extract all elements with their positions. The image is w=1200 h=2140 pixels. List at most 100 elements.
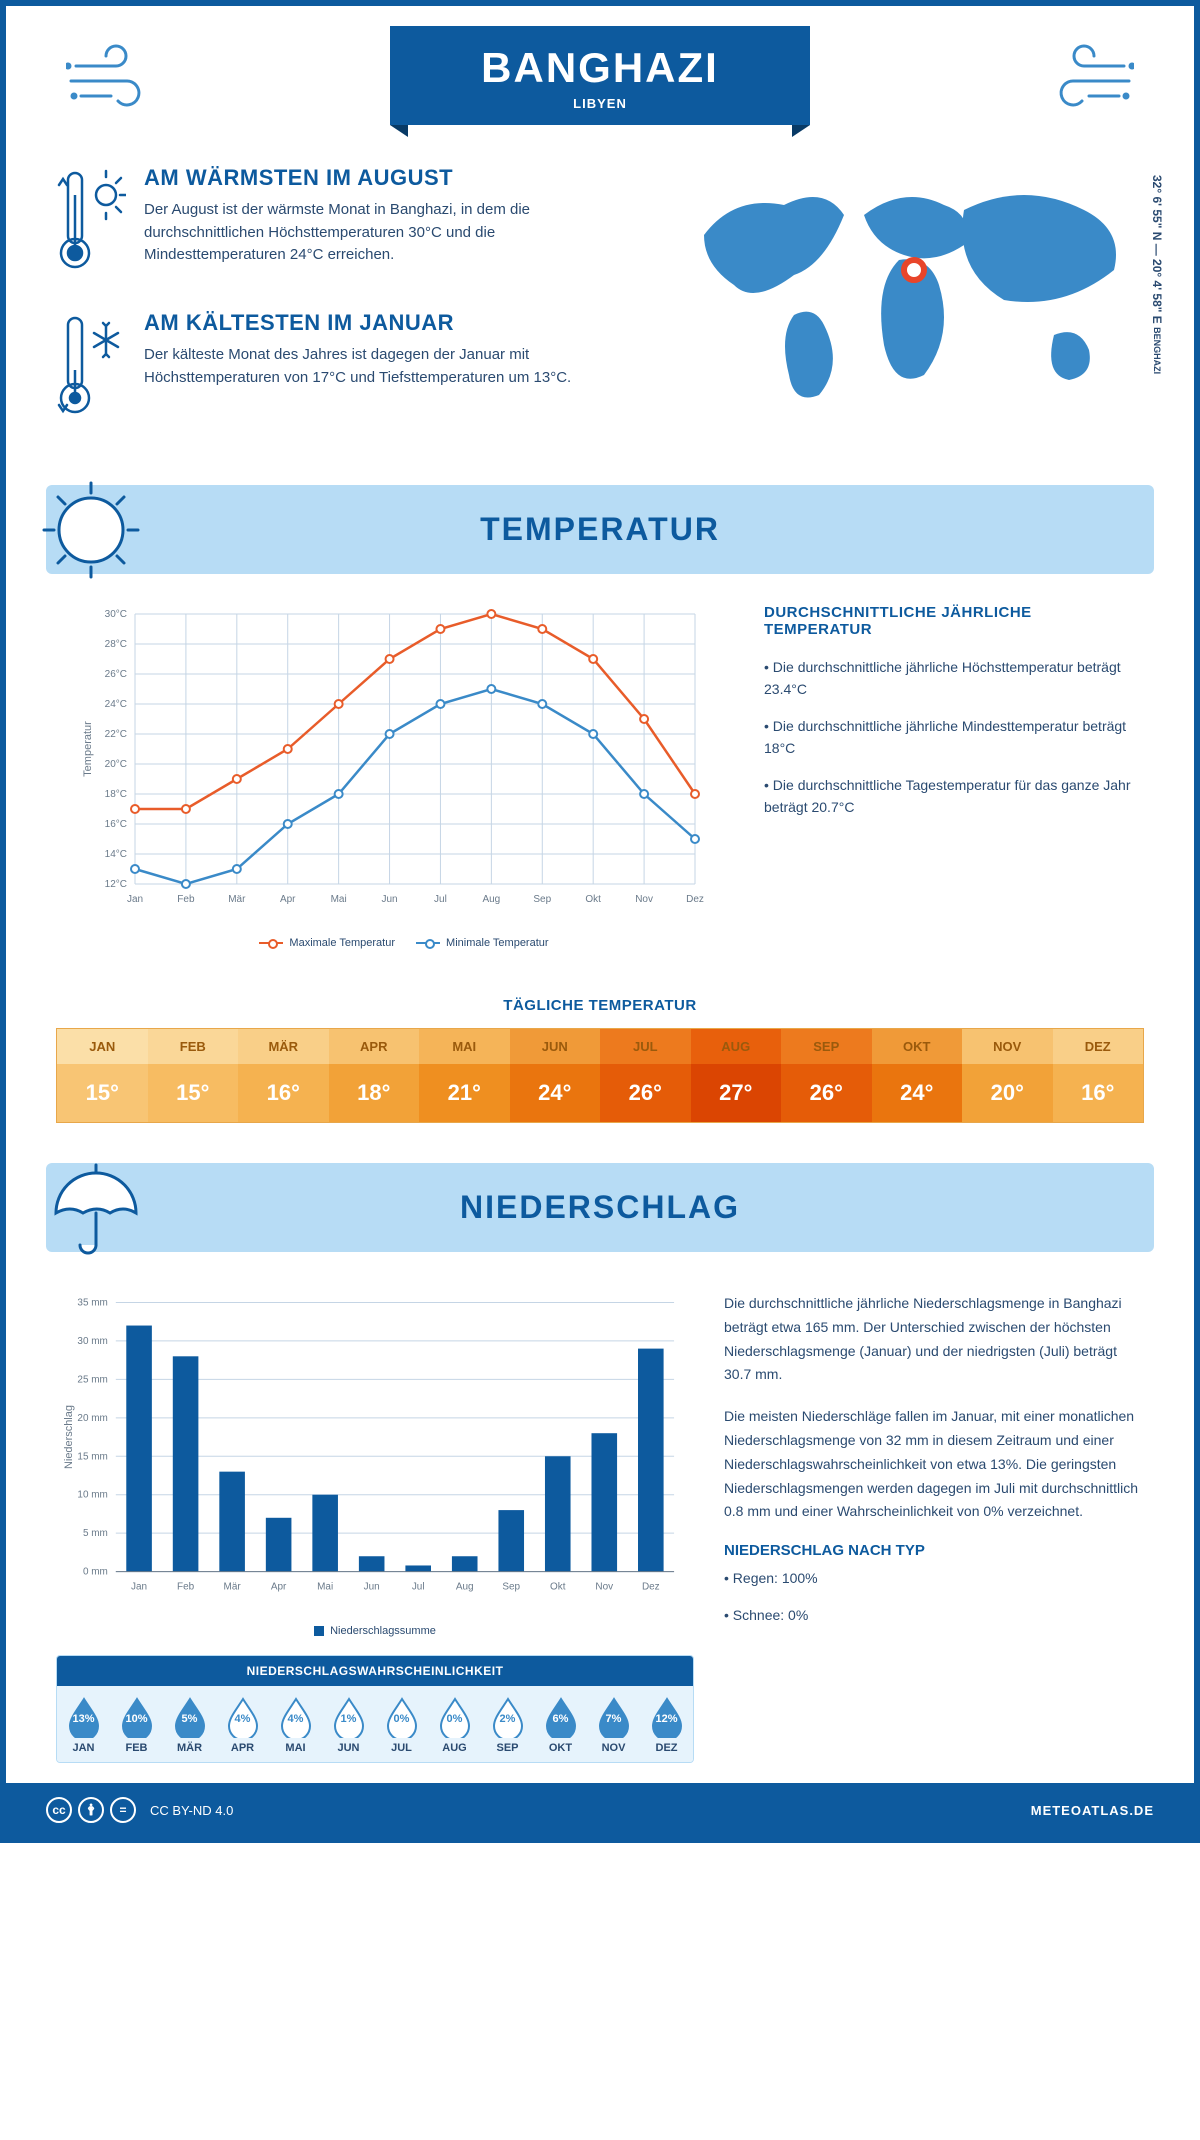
cold-block: AM KÄLTESTEN IM JANUAR Der kälteste Mona…	[56, 310, 634, 425]
umbrella-icon	[36, 1153, 146, 1263]
by-icon: 🛉	[78, 1797, 104, 1823]
strip-cell: SEP26°	[781, 1029, 872, 1122]
daily-temperature: TÄGLICHE TEMPERATUR JAN15°FEB15°MÄR16°AP…	[56, 997, 1144, 1123]
svg-text:Jul: Jul	[412, 1582, 425, 1593]
svg-text:Niederschlag: Niederschlag	[63, 1405, 75, 1469]
thermometer-snow-icon	[56, 310, 126, 425]
strip-cell: MÄR16°	[238, 1029, 329, 1122]
coordinates: 32° 6' 55" N — 20° 4' 58" E BENGHAZI	[1150, 175, 1164, 374]
svg-text:Apr: Apr	[271, 1582, 287, 1593]
svg-text:Mär: Mär	[228, 894, 246, 905]
temp-bullet: • Die durchschnittliche jährliche Mindes…	[764, 715, 1144, 760]
strip-cell: NOV20°	[962, 1029, 1053, 1122]
svg-text:30 mm: 30 mm	[77, 1336, 107, 1347]
svg-text:30°C: 30°C	[105, 609, 127, 620]
svg-text:Mai: Mai	[317, 1582, 333, 1593]
warm-block: AM WÄRMSTEN IM AUGUST Der August ist der…	[56, 165, 634, 280]
city-title: BANGHAZI	[450, 44, 750, 92]
precipitation-heading: NIEDERSCHLAG	[72, 1189, 1128, 1226]
daily-heading: TÄGLICHE TEMPERATUR	[56, 997, 1144, 1014]
probability-cell: 0%AUG	[428, 1686, 481, 1762]
nd-icon: =	[110, 1797, 136, 1823]
probability-cell: 5%MÄR	[163, 1686, 216, 1762]
svg-text:Temperatur: Temperatur	[82, 721, 94, 777]
strip-cell: OKT24°	[872, 1029, 963, 1122]
svg-text:Sep: Sep	[533, 894, 551, 905]
precipitation-bar-chart: 0 mm5 mm10 mm15 mm20 mm25 mm30 mm35 mmJa…	[56, 1292, 694, 1612]
probability-box: NIEDERSCHLAGSWAHRSCHEINLICHKEIT 13%JAN10…	[56, 1655, 694, 1763]
strip-cell: MAI21°	[419, 1029, 510, 1122]
svg-text:10 mm: 10 mm	[77, 1490, 107, 1501]
svg-text:Dez: Dez	[642, 1582, 660, 1593]
svg-text:12°C: 12°C	[105, 879, 127, 890]
svg-text:Sep: Sep	[502, 1582, 520, 1593]
strip-cell: DEZ16°	[1053, 1029, 1144, 1122]
daily-strip: JAN15°FEB15°MÄR16°APR18°MAI21°JUN24°JUL2…	[56, 1028, 1144, 1123]
svg-text:20°C: 20°C	[105, 759, 127, 770]
infographic-container: BANGHAZI LIBYEN AM WÄRMSTEN IM AUGUST De…	[0, 0, 1200, 1843]
svg-text:Nov: Nov	[595, 1582, 613, 1593]
svg-text:Okt: Okt	[550, 1582, 566, 1593]
precipitation-section: 0 mm5 mm10 mm15 mm20 mm25 mm30 mm35 mmJa…	[6, 1252, 1194, 1783]
probability-cell: 1%JUN	[322, 1686, 375, 1762]
cold-title: AM KÄLTESTEN IM JANUAR	[144, 310, 634, 336]
warm-title: AM WÄRMSTEN IM AUGUST	[144, 165, 634, 191]
strip-cell: FEB15°	[148, 1029, 239, 1122]
strip-cell: AUG27°	[691, 1029, 782, 1122]
svg-text:Jun: Jun	[364, 1582, 380, 1593]
chart-legend: Maximale Temperatur Minimale Temperatur	[56, 929, 734, 957]
strip-cell: JUN24°	[510, 1029, 601, 1122]
svg-text:Feb: Feb	[177, 894, 195, 905]
country-subtitle: LIBYEN	[450, 96, 750, 111]
title-banner: BANGHAZI LIBYEN	[390, 26, 810, 125]
svg-text:Aug: Aug	[482, 894, 500, 905]
probability-cell: 0%JUL	[375, 1686, 428, 1762]
license-block: cc 🛉 = CC BY-ND 4.0	[46, 1797, 233, 1823]
svg-text:Aug: Aug	[456, 1582, 474, 1593]
svg-text:35 mm: 35 mm	[77, 1297, 107, 1308]
svg-text:Mär: Mär	[224, 1582, 242, 1593]
thermometer-sun-icon	[56, 165, 126, 280]
svg-text:24°C: 24°C	[105, 699, 127, 710]
license-text: CC BY-ND 4.0	[150, 1803, 233, 1818]
precip-type-heading: NIEDERSCHLAG NACH TYP	[724, 1542, 1144, 1559]
strip-cell: APR18°	[329, 1029, 420, 1122]
svg-text:Feb: Feb	[177, 1582, 195, 1593]
temp-side-heading: DURCHSCHNITTLICHE JÄHRLICHE TEMPERATUR	[764, 604, 1144, 638]
temperature-heading: TEMPERATUR	[72, 511, 1128, 548]
svg-text:Jan: Jan	[131, 1582, 147, 1593]
temp-bullet: • Die durchschnittliche jährliche Höchst…	[764, 656, 1144, 701]
svg-text:Jan: Jan	[127, 894, 143, 905]
precip-paragraph: Die meisten Niederschläge fallen im Janu…	[724, 1405, 1144, 1524]
precip-paragraph: Die durchschnittliche jährliche Niedersc…	[724, 1292, 1144, 1387]
svg-text:16°C: 16°C	[105, 819, 127, 830]
svg-text:18°C: 18°C	[105, 789, 127, 800]
wind-icon	[66, 36, 166, 121]
intro-section: AM WÄRMSTEN IM AUGUST Der August ist der…	[6, 125, 1194, 485]
svg-text:0 mm: 0 mm	[83, 1567, 108, 1578]
cold-text: Der kälteste Monat des Jahres ist dagege…	[144, 344, 634, 389]
sun-icon	[36, 475, 146, 585]
svg-text:5 mm: 5 mm	[83, 1528, 108, 1539]
svg-text:15 mm: 15 mm	[77, 1451, 107, 1462]
temperature-line-chart: 12°C14°C16°C18°C20°C22°C24°C26°C28°C30°C…	[56, 604, 734, 924]
temperature-section: 12°C14°C16°C18°C20°C22°C24°C26°C28°C30°C…	[6, 574, 1194, 977]
header: BANGHAZI LIBYEN	[6, 6, 1194, 125]
precip-type-item: • Schnee: 0%	[724, 1604, 1144, 1626]
probability-row: 13%JAN10%FEB5%MÄR4%APR4%MAI1%JUN0%JUL0%A…	[57, 1686, 693, 1762]
probability-cell: 13%JAN	[57, 1686, 110, 1762]
svg-text:14°C: 14°C	[105, 849, 127, 860]
svg-text:Jun: Jun	[381, 894, 397, 905]
bar-legend: Niederschlagssumme	[56, 1617, 694, 1645]
probability-cell: 4%MAI	[269, 1686, 322, 1762]
cc-icon: cc	[46, 1797, 72, 1823]
svg-text:26°C: 26°C	[105, 669, 127, 680]
wind-icon	[1034, 36, 1134, 121]
probability-cell: 6%OKT	[534, 1686, 587, 1762]
probability-cell: 2%SEP	[481, 1686, 534, 1762]
svg-text:Nov: Nov	[635, 894, 653, 905]
svg-text:28°C: 28°C	[105, 639, 127, 650]
svg-text:Mai: Mai	[331, 894, 347, 905]
site-name: METEOATLAS.DE	[1031, 1803, 1154, 1818]
warm-text: Der August ist der wärmste Monat in Bang…	[144, 199, 634, 267]
